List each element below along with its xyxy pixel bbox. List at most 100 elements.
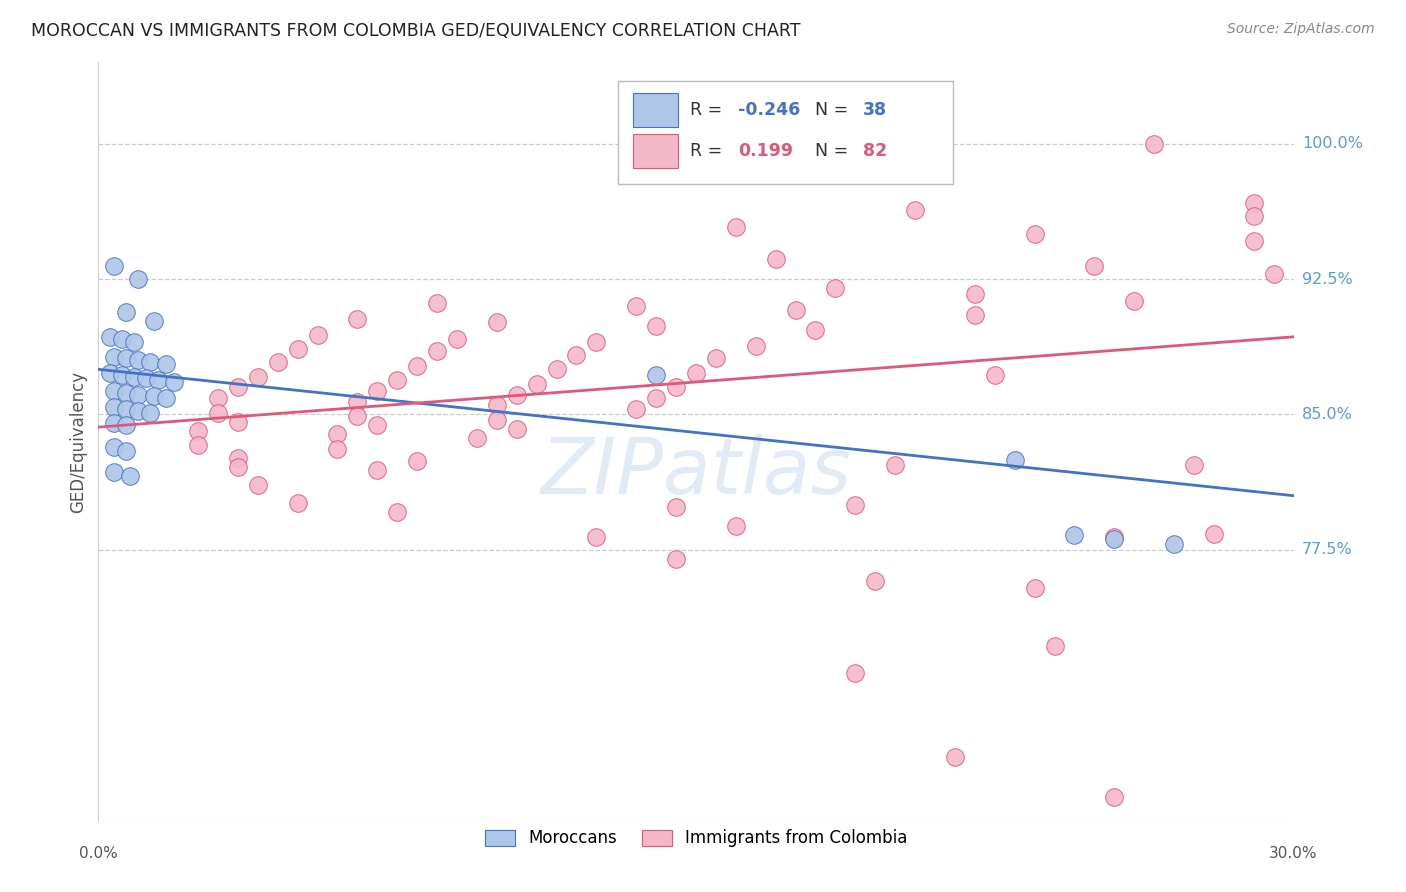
Point xyxy=(143,389,166,403)
Point xyxy=(124,335,146,350)
Point xyxy=(844,665,866,680)
Point xyxy=(267,355,290,369)
Point xyxy=(645,318,668,333)
Point xyxy=(346,409,368,424)
Point xyxy=(406,454,429,468)
Point xyxy=(865,574,887,588)
Point xyxy=(1243,209,1265,223)
Bar xyxy=(633,93,678,128)
Point xyxy=(139,406,162,420)
Point xyxy=(246,369,269,384)
Point xyxy=(115,351,138,366)
Point xyxy=(665,500,688,514)
Point xyxy=(326,442,349,456)
Point xyxy=(1083,260,1105,274)
Text: 92.5%: 92.5% xyxy=(1302,271,1353,286)
Text: Source: ZipAtlas.com: Source: ZipAtlas.com xyxy=(1227,22,1375,37)
Text: ZIPatlas: ZIPatlas xyxy=(540,434,852,510)
Point xyxy=(115,402,138,417)
Text: 0.199: 0.199 xyxy=(738,142,793,161)
Text: -0.246: -0.246 xyxy=(738,101,800,120)
Point xyxy=(143,313,166,327)
Point xyxy=(155,391,177,405)
Point xyxy=(765,252,787,267)
Point xyxy=(346,394,368,409)
Point xyxy=(904,203,927,218)
Point xyxy=(187,438,209,452)
Point xyxy=(115,385,138,400)
Point xyxy=(844,498,866,512)
Point xyxy=(1104,790,1126,805)
Point xyxy=(406,359,429,373)
Point xyxy=(115,418,138,433)
Text: 77.5%: 77.5% xyxy=(1302,542,1353,558)
Point xyxy=(1182,458,1205,472)
Point xyxy=(585,530,607,544)
Legend: Moroccans, Immigrants from Colombia: Moroccans, Immigrants from Colombia xyxy=(478,822,914,854)
Point xyxy=(366,384,388,398)
Point xyxy=(127,404,149,418)
Point xyxy=(385,505,409,519)
Point xyxy=(103,384,125,398)
Point xyxy=(127,387,149,401)
Point xyxy=(124,369,146,384)
Point xyxy=(187,424,209,438)
Point xyxy=(148,373,170,387)
Text: 0.0%: 0.0% xyxy=(79,846,118,861)
Point xyxy=(1123,293,1146,308)
Point xyxy=(626,402,648,417)
Point xyxy=(546,362,568,376)
Point xyxy=(207,391,229,405)
Point xyxy=(1202,526,1225,541)
Text: N =: N = xyxy=(815,101,855,120)
Point xyxy=(1043,639,1066,653)
Point xyxy=(426,344,449,359)
Point xyxy=(226,450,249,465)
Point xyxy=(465,431,488,445)
Text: MOROCCAN VS IMMIGRANTS FROM COLOMBIA GED/EQUIVALENCY CORRELATION CHART: MOROCCAN VS IMMIGRANTS FROM COLOMBIA GED… xyxy=(31,22,800,40)
Point xyxy=(685,366,707,380)
Text: R =: R = xyxy=(690,142,734,161)
Point xyxy=(385,373,409,387)
Point xyxy=(366,463,388,477)
Point xyxy=(526,376,548,391)
Point xyxy=(103,417,125,431)
Text: N =: N = xyxy=(815,142,855,161)
Point xyxy=(111,368,134,382)
Point xyxy=(745,339,768,353)
Point xyxy=(804,323,827,337)
Point xyxy=(115,443,138,458)
Text: R =: R = xyxy=(690,101,728,120)
Point xyxy=(724,519,747,533)
Point xyxy=(824,281,846,295)
Bar xyxy=(633,134,678,169)
Point xyxy=(884,458,907,472)
Point xyxy=(155,357,177,371)
Point xyxy=(1024,581,1046,595)
Point xyxy=(485,315,508,329)
Text: 30.0%: 30.0% xyxy=(1270,846,1317,861)
Point xyxy=(1104,530,1126,544)
Point xyxy=(1143,136,1166,151)
Point xyxy=(963,286,986,301)
Point xyxy=(115,304,138,318)
Point xyxy=(724,219,747,234)
Point xyxy=(226,380,249,394)
Point xyxy=(226,459,249,474)
Point xyxy=(307,328,329,343)
Point xyxy=(1063,528,1085,542)
Point xyxy=(207,406,229,420)
Point xyxy=(665,380,688,394)
Y-axis label: GED/Equivalency: GED/Equivalency xyxy=(69,370,87,513)
Text: 82: 82 xyxy=(863,142,887,161)
Point xyxy=(287,496,309,510)
Point xyxy=(1322,276,1344,290)
Text: 100.0%: 100.0% xyxy=(1302,136,1362,151)
Point xyxy=(704,351,727,366)
Point xyxy=(246,478,269,492)
Point xyxy=(287,343,309,357)
Point xyxy=(127,353,149,368)
Point xyxy=(326,427,349,442)
Point xyxy=(645,391,668,405)
Point xyxy=(446,332,468,346)
